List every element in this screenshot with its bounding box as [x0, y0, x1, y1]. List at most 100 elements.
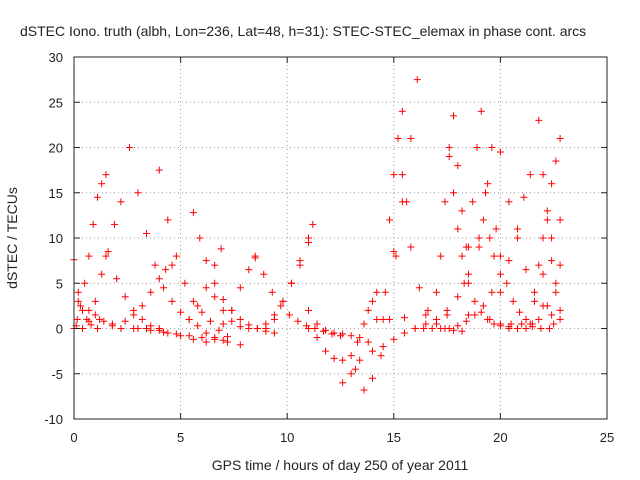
data-point [381, 288, 389, 296]
data-point [96, 315, 104, 323]
data-point [211, 261, 219, 269]
data-point [91, 297, 99, 305]
data-point [85, 317, 93, 325]
data-point [339, 379, 347, 387]
data-point [236, 315, 244, 323]
data-point [522, 266, 530, 274]
data-point [339, 356, 347, 364]
data-point [142, 325, 150, 332]
data-point [548, 257, 556, 265]
data-point [407, 134, 415, 142]
data-point [488, 288, 496, 296]
data-point [518, 320, 526, 328]
data-point [496, 320, 504, 328]
data-point [339, 330, 347, 338]
data-point [364, 338, 372, 346]
data-point [172, 252, 180, 260]
data-point [121, 317, 129, 325]
data-point [160, 284, 168, 292]
data-point [260, 270, 268, 278]
data-point [294, 317, 302, 325]
data-point [454, 225, 462, 233]
data-point [160, 328, 168, 336]
data-point [330, 329, 338, 337]
data-point [113, 275, 121, 283]
data-point [556, 216, 564, 224]
data-point [513, 225, 521, 233]
data-point [545, 325, 553, 332]
data-point [125, 144, 133, 151]
data-point [76, 302, 84, 310]
data-point [245, 325, 253, 332]
data-point [277, 302, 285, 310]
data-point [484, 180, 492, 188]
y-tick-label: 5 [56, 276, 63, 291]
data-point [471, 297, 479, 305]
data-point [400, 329, 408, 337]
y-tick-label: 20 [49, 141, 63, 156]
data-point [368, 297, 376, 305]
data-point [528, 323, 536, 331]
data-point [368, 347, 376, 355]
data-point [449, 112, 457, 120]
x-axis-label: GPS time / hours of day 250 of year 2011 [212, 457, 469, 473]
data-point [198, 308, 206, 316]
data-point [556, 134, 564, 142]
data-point [379, 343, 387, 351]
data-point [356, 334, 364, 342]
data-point [454, 293, 462, 301]
data-point [552, 288, 560, 296]
y-tick-label: 30 [49, 50, 63, 65]
data-point [270, 329, 278, 337]
data-point [537, 325, 545, 332]
data-point [219, 320, 227, 328]
data-point [285, 311, 293, 319]
data-point [535, 261, 543, 269]
data-point [520, 193, 528, 201]
data-point [202, 257, 210, 265]
data-point [413, 76, 421, 84]
x-tick-label: 15 [387, 430, 401, 445]
data-point [164, 329, 172, 337]
data-point [134, 189, 142, 197]
data-point [386, 315, 394, 323]
data-point [496, 270, 504, 278]
data-point [550, 320, 558, 328]
data-point [496, 288, 504, 296]
data-point [236, 323, 244, 331]
x-tick-label: 0 [70, 430, 77, 445]
data-point [432, 320, 440, 328]
data-point [138, 302, 146, 310]
data-point [490, 252, 498, 260]
data-point [354, 338, 362, 346]
data-point [531, 297, 539, 305]
data-point [134, 325, 142, 332]
data-point [147, 326, 155, 334]
data-point [490, 320, 498, 328]
data-point [211, 293, 219, 301]
data-point [392, 252, 400, 260]
data-point [172, 330, 180, 338]
data-point [85, 306, 93, 314]
x-tick-labels: 0 5 10 15 20 25 [70, 430, 614, 445]
data-point [539, 171, 547, 179]
data-point [400, 314, 408, 322]
data-point [202, 284, 210, 292]
data-point [475, 234, 483, 242]
data-point [79, 306, 87, 314]
data-point [445, 144, 453, 151]
data-point [449, 326, 457, 334]
x-tick-label: 10 [280, 430, 294, 445]
y-axis-label: dSTEC / TECUs [4, 187, 20, 289]
data-point [360, 320, 368, 328]
data-point [428, 325, 436, 332]
data-point [228, 317, 236, 325]
data-point [420, 325, 428, 332]
y-tick-label: 0 [56, 322, 63, 337]
data-point [311, 325, 319, 332]
data-point [535, 116, 543, 124]
data-point [477, 107, 485, 115]
data-point [526, 171, 534, 179]
y-tick-label: 25 [49, 95, 63, 110]
